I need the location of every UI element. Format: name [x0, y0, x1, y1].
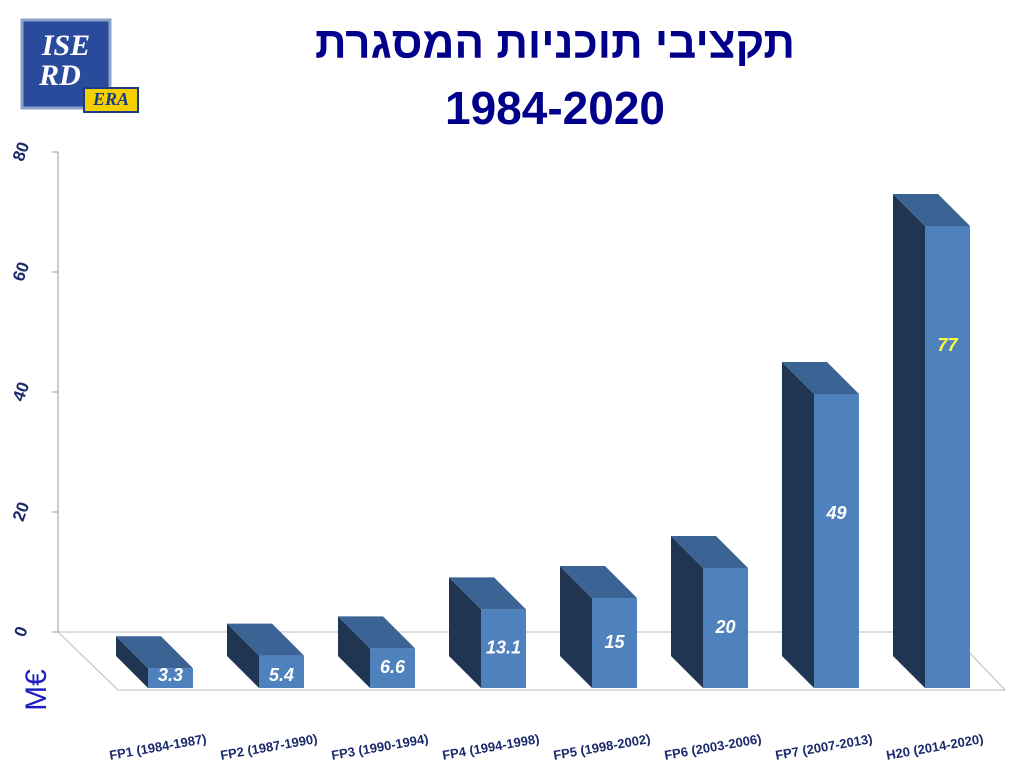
bar-top: [449, 577, 526, 610]
x-tick-label: FP3 (1990-1994): [330, 731, 429, 763]
bar-side: [671, 536, 703, 688]
x-tick-label: FP2 (1987-1990): [219, 731, 318, 763]
logo-text: RD: [38, 59, 81, 92]
bar: [481, 609, 526, 688]
x-tick-label: FP5 (1998-2002): [552, 731, 651, 763]
value-label: 15: [604, 632, 625, 652]
value-label: 13.1: [486, 637, 521, 657]
bar: [814, 394, 859, 688]
bar-top: [671, 536, 748, 568]
bar-top: [560, 566, 637, 598]
value-label: 49: [825, 503, 846, 523]
bar-top: [116, 636, 193, 669]
bar-side: [893, 194, 925, 688]
bar: [148, 668, 193, 688]
x-tick-label: H20 (2014-2020): [885, 731, 984, 763]
y-tick-label: 20: [9, 500, 33, 524]
bar-top: [227, 623, 304, 656]
bar-side: [449, 577, 481, 688]
bar-side: [560, 566, 592, 688]
chart-title: תקציבי תוכניות המסגרת: [315, 19, 795, 68]
x-tick-label: FP1 (1984-1987): [108, 731, 207, 763]
logo: ISE RD ERA: [20, 18, 139, 113]
bar-top: [782, 362, 859, 394]
value-label: 3.3: [158, 665, 183, 685]
bar: [592, 598, 637, 688]
y-tick-label: 80: [9, 140, 33, 164]
bar: [370, 648, 415, 688]
bar-top: [338, 616, 415, 649]
value-label: 20: [714, 617, 735, 637]
value-label: 5.4: [269, 665, 294, 685]
floor: [56, 631, 1007, 691]
y-tick-label: 40: [9, 380, 33, 404]
bar-side: [338, 616, 370, 688]
y-tick-label: 0: [10, 624, 31, 639]
bar-side: [227, 623, 259, 688]
bar: [925, 226, 970, 688]
logo-badge-text: ERA: [92, 89, 129, 109]
x-tick-label: FP4 (1994-1998): [441, 731, 540, 763]
logo-badge: [83, 87, 139, 113]
bar: [259, 655, 304, 688]
value-label: 6.6: [380, 657, 406, 677]
x-tick-label: FP6 (2003-2006): [663, 731, 762, 763]
bar-side: [116, 636, 148, 688]
bar-top: [893, 194, 970, 226]
y-tick-label: 60: [9, 260, 33, 284]
logo-box: [20, 18, 112, 110]
x-tick-label: FP7 (2007-2013): [774, 731, 873, 763]
y-axis-label: M€: [20, 669, 53, 711]
bar: [703, 568, 748, 688]
value-label: 77: [937, 335, 958, 355]
logo-text: ISE: [41, 29, 90, 62]
chart-subtitle: 1984-2020: [445, 82, 665, 134]
bar-side: [782, 362, 814, 688]
